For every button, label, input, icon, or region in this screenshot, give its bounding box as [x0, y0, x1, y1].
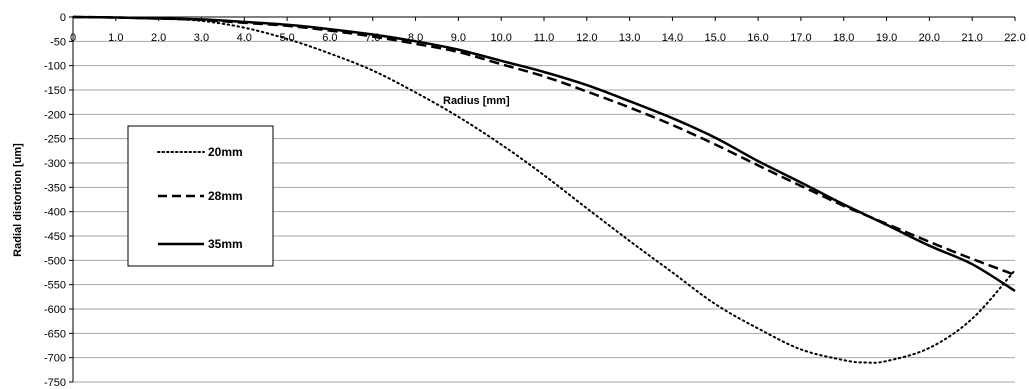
y-tick-label: -500 — [44, 255, 66, 267]
x-tick-label: 8.0 — [408, 32, 423, 44]
y-tick-label: 0 — [60, 12, 66, 24]
series-line-20mm — [72, 16, 1016, 364]
axes — [69, 16, 1016, 383]
x-tick-label: 19.0 — [876, 32, 897, 44]
x-tick-label: 17.0 — [790, 32, 811, 44]
legend-label-28mm: 28mm — [208, 189, 243, 203]
y-tick-label: -450 — [44, 231, 66, 243]
x-tick-label: 14.0 — [662, 32, 683, 44]
y-tick-label: -400 — [44, 207, 66, 219]
y-tick-label: -100 — [44, 61, 66, 73]
x-tick-label: 7.0 — [365, 32, 380, 44]
y-tick-label: -650 — [44, 328, 66, 340]
x-tick-label: 6.0 — [322, 32, 337, 44]
series-line-35mm — [72, 15, 1016, 293]
y-tick-label: -150 — [44, 85, 66, 97]
y-tick-label: -250 — [44, 134, 66, 146]
x-tick-label: 16.0 — [747, 32, 768, 44]
x-tick-label: 20.0 — [919, 32, 940, 44]
y-tick-label: -200 — [44, 109, 66, 121]
y-axis-label: Radial distortion [um] — [12, 143, 24, 257]
x-tick-label: 9.0 — [451, 32, 466, 44]
x-axis-label: Radius [mm] — [443, 95, 510, 107]
legend: 20mm 28mm 35mm — [127, 125, 274, 267]
x-tick-label: 21.0 — [961, 32, 982, 44]
x-tick-label: 12.0 — [576, 32, 597, 44]
x-tick-labels: 0 1.0 2.0 3.0 4.0 5.0 6.0 7.0 8.0 9.0 10.0 11.0 12.0… — [70, 32, 1026, 44]
y-tick-label: -300 — [44, 158, 66, 170]
x-tick-label: 5.0 — [279, 32, 294, 44]
x-tick-label: 15.0 — [705, 32, 726, 44]
x-tick-label: 22.0 — [1004, 32, 1025, 44]
x-tick-label: 13.0 — [619, 32, 640, 44]
x-tick-label: 11.0 — [534, 32, 555, 44]
y-tick-label: -700 — [44, 353, 66, 365]
x-tick-label: 0 — [70, 32, 76, 44]
y-tick-label: -600 — [44, 304, 66, 316]
y-tick-label: -50 — [50, 36, 66, 48]
y-tick-label: -350 — [44, 182, 66, 194]
y-tick-label: -550 — [44, 280, 66, 292]
legend-label-20mm: 20mm — [208, 145, 243, 159]
legend-label-35mm: 35mm — [208, 237, 243, 251]
x-tick-label: 18.0 — [833, 32, 854, 44]
x-tick-label: 1.0 — [108, 32, 123, 44]
y-tick-labels: 0 -50 -100 -150 -200 -250 -300 -350 -400 -450 -500… — [44, 12, 66, 389]
x-tick-label: 10.0 — [490, 32, 511, 44]
x-tick-label: 3.0 — [194, 32, 209, 44]
series-lines — [72, 15, 1016, 364]
y-tick-label: -750 — [44, 377, 66, 389]
x-tick-label: 4.0 — [237, 32, 252, 44]
x-tick-label: 2.0 — [151, 32, 166, 44]
